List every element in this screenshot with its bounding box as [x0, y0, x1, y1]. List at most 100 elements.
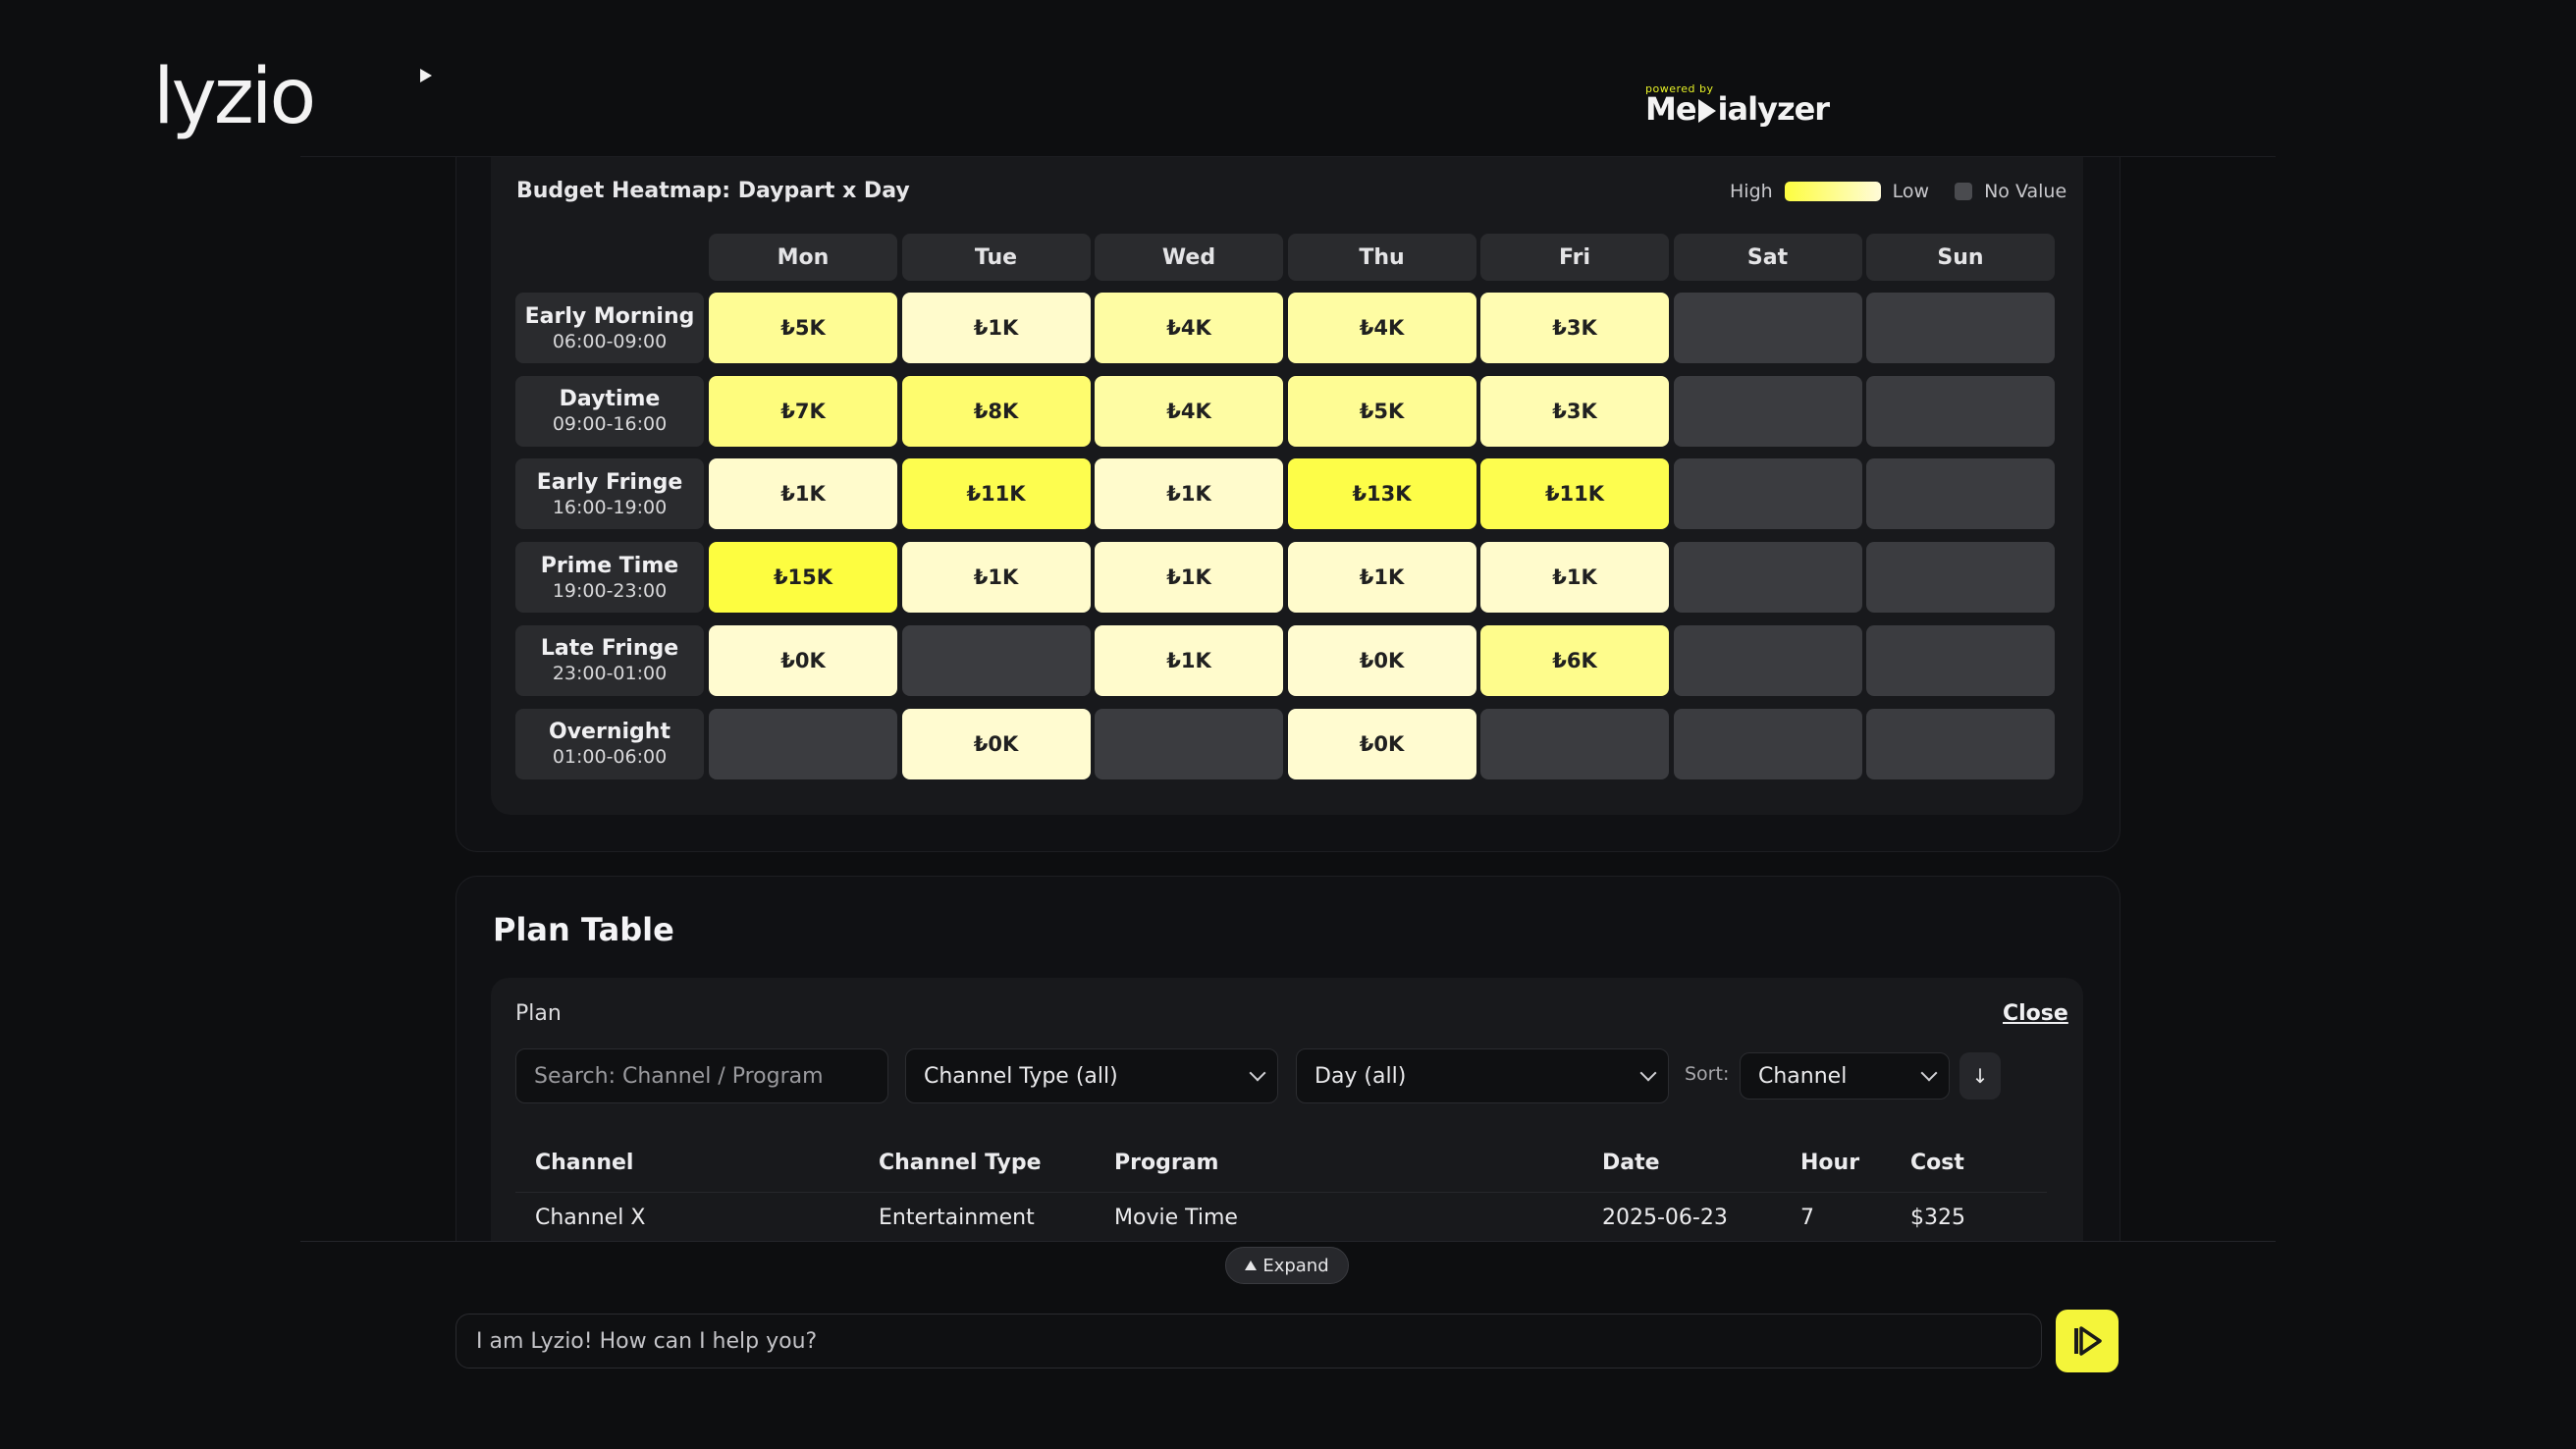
column-header-channel[interactable]: Channel [535, 1151, 634, 1175]
heatmap-cell[interactable]: ₺1K [901, 542, 1091, 614]
day-header: Sun [1866, 234, 2055, 281]
channel-type-select[interactable]: Channel Type (all) [905, 1048, 1278, 1103]
medialyzer-logo: Me ialyzer [1645, 90, 1830, 128]
heatmap-cell[interactable] [1673, 458, 1862, 530]
heatmap-cell[interactable]: ₺8K [901, 375, 1091, 447]
heatmap-cell[interactable]: ₺5K [709, 293, 897, 363]
heatmap-cell[interactable] [901, 624, 1091, 696]
heatmap-cell[interactable] [1866, 542, 2055, 614]
daypart-time: 16:00-19:00 [552, 496, 668, 518]
daypart-time: 06:00-09:00 [552, 330, 668, 352]
daypart-header: Late Fringe 23:00-01:00 [515, 624, 704, 696]
heatmap-cell[interactable] [1673, 375, 1862, 447]
cell-channel-type: Entertainment [879, 1206, 1035, 1230]
heatmap-cell[interactable]: ₺1K [709, 458, 897, 530]
day-header: Sat [1673, 234, 1862, 281]
close-link[interactable]: Close [2003, 1001, 2068, 1026]
heatmap-cell[interactable]: ₺5K [1287, 375, 1476, 447]
heatmap-cell[interactable]: ₺15K [709, 542, 897, 614]
heatmap-cell[interactable]: ₺13K [1287, 458, 1476, 530]
column-header-program[interactable]: Program [1114, 1151, 1219, 1175]
chevron-down-icon [1249, 1064, 1266, 1082]
column-header-channel-type[interactable]: Channel Type [879, 1151, 1042, 1175]
heatmap-cell[interactable]: ₺0K [1287, 708, 1476, 779]
heatmap-cell[interactable] [1480, 708, 1669, 779]
cell-channel: Channel X [535, 1206, 646, 1230]
arrow-down-icon: ↓ [1971, 1064, 1989, 1088]
heatmap-cell[interactable] [1673, 542, 1862, 614]
daypart-header: Early Morning 06:00-09:00 [515, 293, 704, 363]
heatmap-cell[interactable] [1866, 624, 2055, 696]
legend-low: Low [1892, 181, 1930, 202]
heatmap-cell[interactable]: ₺0K [709, 624, 897, 696]
powered-by-label: powered by [1645, 82, 1714, 95]
chat-input-box[interactable] [456, 1314, 2042, 1368]
heatmap-cell[interactable]: ₺1K [1287, 542, 1476, 614]
heatmap-cell[interactable]: ₺3K [1480, 293, 1669, 363]
heatmap-cell[interactable]: ₺1K [1095, 458, 1283, 530]
heatmap-legend: High Low No Value [1730, 181, 2066, 202]
medialyzer-play-icon [1697, 99, 1716, 123]
top-header [300, 0, 2276, 157]
heatmap-cell[interactable]: ₺4K [1095, 293, 1283, 363]
heatmap-cell[interactable]: ₺1K [1480, 542, 1669, 614]
heatmap-cell[interactable] [1095, 708, 1283, 779]
heatmap-cell[interactable] [709, 708, 897, 779]
column-header-cost[interactable]: Cost [1910, 1151, 1964, 1175]
chat-input[interactable] [476, 1328, 2021, 1354]
expand-button[interactable]: Expand [1225, 1247, 1349, 1284]
daypart-header: Overnight 01:00-06:00 [515, 708, 704, 779]
daypart-time: 19:00-23:00 [552, 579, 668, 602]
daypart-header: Early Fringe 16:00-19:00 [515, 458, 704, 530]
heatmap-cell[interactable]: ₺4K [1287, 293, 1476, 363]
plan-table-title: Plan Table [493, 911, 674, 948]
legend-high: High [1730, 181, 1773, 202]
column-header-date[interactable]: Date [1602, 1151, 1660, 1175]
sort-label: Sort: [1685, 1063, 1730, 1085]
heatmap-cell[interactable] [1866, 708, 2055, 779]
search-input[interactable] [534, 1063, 870, 1089]
daypart-time: 09:00-16:00 [552, 413, 668, 436]
day-header: Tue [901, 234, 1091, 281]
plan-label: Plan [515, 1001, 562, 1026]
heatmap-cell[interactable] [1673, 708, 1862, 779]
column-header-hour[interactable]: Hour [1800, 1151, 1860, 1175]
heatmap-cell[interactable]: ₺1K [1095, 542, 1283, 614]
heatmap-cell[interactable]: ₺7K [709, 375, 897, 447]
day-header: Mon [709, 234, 897, 281]
cell-date: 2025-06-23 [1602, 1206, 1728, 1230]
heatmap-cell[interactable]: ₺3K [1480, 375, 1669, 447]
sort-select[interactable]: Channel [1740, 1052, 1950, 1100]
heatmap-cell[interactable]: ₺11K [901, 458, 1091, 530]
heatmap-cell[interactable]: ₺1K [1095, 624, 1283, 696]
daypart-name: Early Morning [524, 303, 695, 329]
search-field[interactable] [515, 1048, 888, 1103]
sort-direction-button[interactable]: ↓ [1959, 1052, 2001, 1100]
daypart-name: Early Fringe [536, 469, 683, 495]
lyzio-logo[interactable]: lyzio [153, 59, 432, 135]
day-header: Thu [1287, 234, 1476, 281]
daypart-name: Late Fringe [540, 636, 679, 662]
heatmap-cell[interactable] [1673, 293, 1862, 363]
send-play-icon [2074, 1326, 2102, 1356]
chevron-down-icon [1920, 1064, 1938, 1082]
send-button[interactable] [2056, 1310, 2119, 1372]
heatmap-cell[interactable] [1673, 624, 1862, 696]
heatmap-title: Budget Heatmap: Daypart x Day [516, 179, 910, 203]
heatmap-cell[interactable]: ₺1K [901, 293, 1091, 363]
logo-play-icon [420, 69, 432, 82]
heatmap-cell[interactable]: ₺6K [1480, 624, 1669, 696]
plan-panel [491, 978, 2083, 1241]
day-select[interactable]: Day (all) [1296, 1048, 1669, 1103]
daypart-name: Daytime [559, 387, 661, 412]
heatmap-cell[interactable]: ₺0K [1287, 624, 1476, 696]
daypart-header: Daytime 09:00-16:00 [515, 375, 704, 447]
heatmap-cell[interactable]: ₺0K [901, 708, 1091, 779]
heatmap-cell[interactable] [1866, 375, 2055, 447]
heatmap-cell[interactable] [1866, 293, 2055, 363]
table-header-divider [515, 1192, 2047, 1193]
heatmap-cell[interactable]: ₺4K [1095, 375, 1283, 447]
heatmap-cell[interactable]: ₺11K [1480, 458, 1669, 530]
heatmap-cell[interactable] [1866, 458, 2055, 530]
